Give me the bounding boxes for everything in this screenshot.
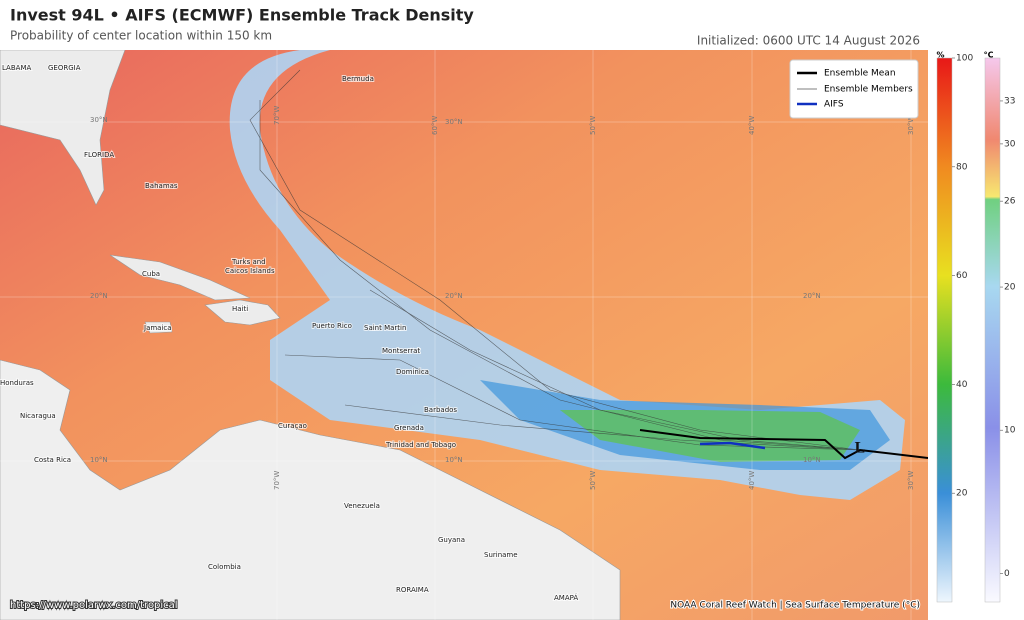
colorbar-tick-label: 20: [956, 489, 968, 499]
place-label: Barbados: [424, 406, 457, 414]
lat-label: 30°N: [90, 116, 108, 124]
place-label: Costa Rica: [34, 456, 71, 464]
place-label: Suriname: [484, 551, 518, 559]
lon-label: 30°W: [907, 471, 915, 490]
colorbar-tick-label: 100: [956, 54, 973, 64]
storm-symbol: L: [855, 440, 866, 457]
place-label: RORAIMA: [396, 586, 429, 594]
place-label: Honduras: [0, 379, 34, 387]
colorbar-tick-label: 80: [956, 162, 968, 172]
colorbar-unit: °C: [984, 51, 994, 60]
place-label: Caicos Islands: [225, 267, 275, 275]
colorbar-tick-label: 26: [1004, 197, 1016, 207]
place-label: Saint Martin: [364, 324, 406, 332]
colorbar-tick-label: 30: [1004, 139, 1016, 149]
place-label: Trinidad and Tobago: [385, 441, 456, 449]
colorbar: [936, 57, 953, 603]
lat-label: 20°N: [445, 292, 463, 300]
graticule: [0, 50, 928, 620]
subtitle: Probability of center location within 15…: [10, 29, 272, 43]
lat-label: 20°N: [803, 292, 821, 300]
legend-box: [789, 59, 919, 119]
legend: Ensemble Mean Ensemble Members AIFS: [789, 59, 919, 119]
place-label: Colombia: [208, 563, 241, 571]
land-north-america: [0, 50, 126, 206]
lon-label: 50°W: [589, 116, 597, 135]
map: L LABAMA GEORGIA FLORIDA Bahamas Cuba Tu…: [0, 50, 928, 620]
place-label: Cuba: [142, 270, 160, 278]
place-label: Curaçao: [278, 422, 307, 430]
credit-source: NOAA Coral Reef Watch | Sea Surface Temp…: [670, 601, 920, 611]
colorbar-unit: %: [936, 51, 944, 60]
place-label: Turks and: [231, 258, 266, 266]
land-cuba: [109, 254, 251, 301]
land-hispaniola: [204, 299, 281, 326]
land-jamaica: [144, 321, 173, 334]
place-labels: LABAMA GEORGIA FLORIDA Bahamas Cuba Turk…: [0, 63, 579, 603]
init-time: Initialized: 0600 UTC 14 August 2026: [697, 34, 920, 48]
place-label: Puerto Rico: [312, 322, 352, 330]
place-label: Nicaragua: [20, 412, 56, 420]
place-label: AMAPÁ: [554, 593, 578, 602]
place-label: Bahamas: [145, 182, 178, 190]
credit-url: https://www.polarwx.com/tropical: [10, 600, 178, 611]
lat-label: 10°N: [445, 456, 463, 464]
lon-label: 50°W: [589, 471, 597, 490]
lon-label: 70°W: [273, 106, 281, 125]
place-label: Montserrat: [382, 347, 420, 355]
colorbar: [984, 57, 1001, 603]
colorbar-tick-label: 10: [1004, 426, 1016, 436]
legend-label: Ensemble Members: [824, 85, 913, 95]
title: Invest 94L • AIFS (ECMWF) Ensemble Track…: [10, 6, 474, 25]
graticule-labels: 30°N 30°N 20°N 20°N 20°N 10°N 10°N 10°N …: [90, 106, 915, 490]
colorbar-tick-label: 0: [1004, 569, 1010, 579]
place-label: Jamaica: [143, 324, 172, 332]
legend-label: Ensemble Mean: [824, 69, 896, 79]
density-low: [229, 50, 905, 500]
colorbar-tick-label: 20: [1004, 283, 1016, 293]
density-high: [560, 410, 860, 462]
place-label: GEORGIA: [48, 64, 81, 72]
lat-label: 10°N: [90, 456, 108, 464]
place-label: Dominica: [396, 368, 429, 376]
place-label: Guyana: [438, 536, 465, 544]
lat-label: 10°N: [803, 456, 821, 464]
colorbar-tick-label: 60: [956, 271, 968, 281]
place-label: Grenada: [394, 424, 424, 432]
place-label: LABAMA: [2, 64, 31, 72]
place-label: Haiti: [232, 305, 248, 313]
place-label: Venezuela: [344, 502, 380, 510]
place-label: FLORIDA: [84, 151, 114, 159]
ensemble-mean-track: [639, 429, 928, 460]
aifs-track: [699, 441, 766, 450]
legend-label: AIFS: [824, 100, 844, 110]
lon-label: 40°W: [748, 116, 756, 135]
colorbar-tick-label: 40: [956, 380, 968, 390]
colorbars: % 20 40 60 80 100 °C 0 10 20 26 30 33: [936, 51, 1016, 603]
lon-label: 30°W: [907, 116, 915, 135]
lat-label: 30°N: [445, 118, 463, 126]
colorbar-tick-label: 33: [1004, 96, 1015, 106]
lon-label: 70°W: [273, 471, 281, 490]
lat-label: 20°N: [90, 292, 108, 300]
place-label: Bermuda: [342, 75, 374, 83]
land-central-south-america: [0, 359, 621, 620]
lon-label: 40°W: [748, 471, 756, 490]
lon-label: 60°W: [431, 116, 439, 135]
